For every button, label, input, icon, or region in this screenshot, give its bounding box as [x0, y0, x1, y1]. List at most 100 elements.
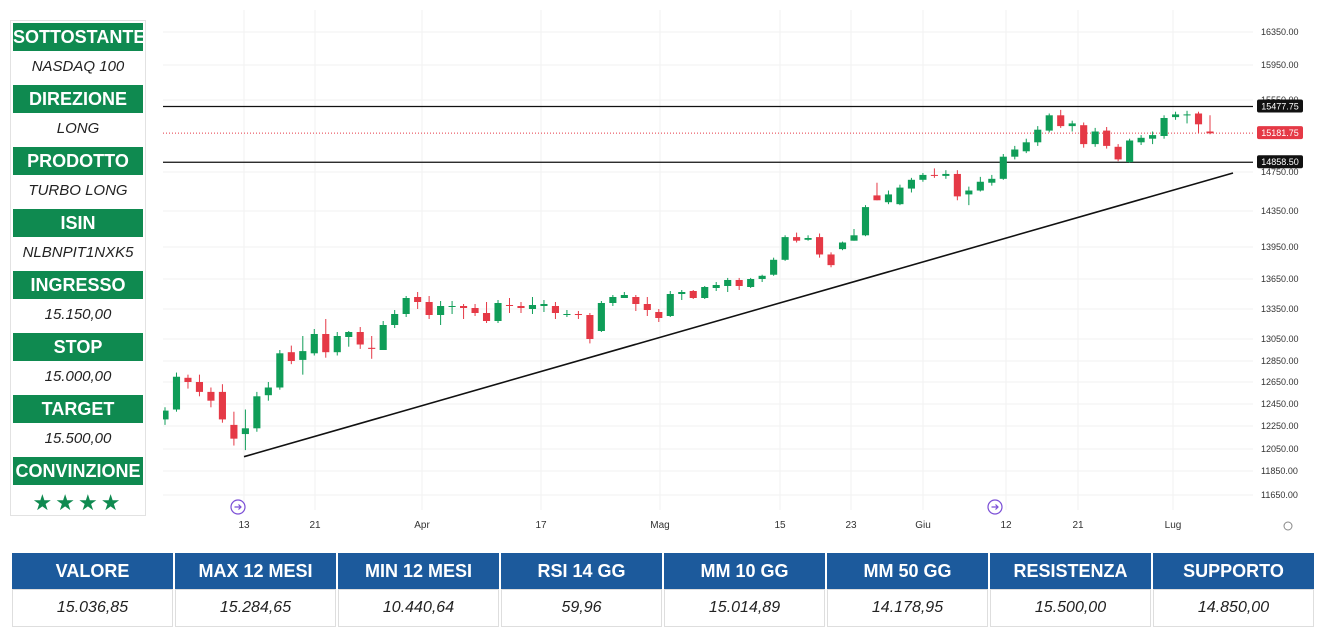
candle-body: [368, 347, 376, 349]
candle: [448, 301, 456, 314]
candle-body: [517, 306, 525, 308]
candle: [781, 235, 789, 261]
candle: [724, 277, 732, 292]
label-product: PRODOTTO: [13, 147, 143, 175]
candle: [942, 170, 950, 179]
settings-icon: [1283, 521, 1293, 531]
candle-body: [1171, 114, 1180, 118]
candle-body: [299, 351, 307, 360]
y-tick-label: 12450.00: [1261, 399, 1299, 409]
conviction-stars: ★★★★: [32, 490, 124, 515]
candle-body: [758, 275, 766, 279]
candle: [207, 387, 215, 408]
candle: [678, 290, 686, 300]
candle-body: [563, 314, 571, 315]
candle: [747, 277, 755, 288]
stats-value-resistance: 15.500,00: [990, 589, 1151, 627]
candle: [1149, 131, 1157, 145]
level-lines: [163, 105, 1253, 163]
x-tick-label: Apr: [414, 520, 430, 531]
candle: [1171, 111, 1180, 120]
label-underlying: SOTTOSTANTE: [13, 23, 145, 51]
candle: [574, 311, 582, 319]
candle-body: [264, 387, 272, 396]
stats-header-max: MAX 12 MESI: [175, 553, 336, 589]
current-price-tag-text: 15181.75: [1261, 128, 1299, 138]
candle: [471, 304, 479, 316]
candle: [1103, 127, 1111, 149]
candle: [1183, 110, 1191, 124]
candle: [322, 319, 330, 358]
candle-body: [873, 195, 881, 201]
candle: [804, 235, 812, 241]
candle: [1022, 138, 1030, 154]
candle-body: [689, 291, 697, 298]
candle-body: [1057, 115, 1065, 127]
candle-body: [724, 280, 732, 286]
candle-body: [391, 314, 399, 325]
trendline: [243, 172, 1234, 458]
x-tick-label: Mag: [650, 520, 669, 531]
stats-table: VALORE MAX 12 MESI MIN 12 MESI RSI 14 GG…: [10, 553, 1316, 627]
candle-body: [1068, 123, 1076, 127]
candle-body: [735, 280, 743, 286]
candle-body: [770, 259, 778, 275]
candle: [976, 176, 984, 192]
stats-value-support: 14.850,00: [1153, 589, 1314, 627]
candle-body: [345, 332, 353, 337]
candle: [528, 297, 537, 314]
candle-body: [1149, 135, 1157, 139]
candle: [437, 301, 445, 325]
price-tags: 15477.75 15181.75 14858.50: [1257, 99, 1303, 169]
candle-body: [551, 306, 559, 313]
candle-body: [425, 302, 433, 315]
candle-body: [528, 305, 537, 309]
candle: [770, 257, 778, 276]
candle-body: [1091, 131, 1099, 145]
candle-body: [655, 312, 663, 318]
candle-body: [505, 305, 514, 306]
candle: [1034, 126, 1042, 146]
support-price-tag-bg: [1257, 155, 1303, 169]
candle: [735, 277, 743, 290]
candle-body: [437, 306, 445, 315]
candle-body: [195, 382, 204, 392]
x-tick-label: 15: [774, 520, 786, 531]
candle: [505, 298, 514, 313]
candle-body: [379, 325, 387, 350]
candle: [299, 336, 307, 375]
candle-body: [494, 303, 502, 321]
y-tick-label: 12850.00: [1261, 356, 1299, 366]
candle: [1011, 145, 1019, 160]
candle: [276, 350, 284, 390]
stats-value-rsi: 59,96: [501, 589, 662, 627]
support-price-tag-text: 14858.50: [1261, 157, 1299, 167]
candle-body: [609, 297, 617, 303]
candle-body: [218, 391, 226, 420]
candle: [1045, 113, 1053, 133]
stats-value-row: 15.036,85 15.284,65 10.440,64 59,96 15.0…: [12, 589, 1314, 627]
y-tick-label: 13350.00: [1261, 304, 1299, 314]
candle-body: [1114, 146, 1122, 160]
candle: [368, 336, 376, 359]
event-marker-icon: [230, 499, 246, 515]
candle-body: [172, 376, 181, 410]
candle-body: [838, 242, 847, 250]
x-tick-label: 21: [309, 520, 321, 531]
candle: [930, 168, 938, 178]
candle-body: [586, 315, 594, 339]
candle: [1114, 144, 1122, 162]
candle: [460, 304, 468, 319]
candle: [689, 290, 697, 299]
candle-body: [310, 334, 318, 354]
value-isin: NLBNPIT1NXK5: [22, 244, 134, 261]
candle: [1068, 120, 1076, 132]
stats-value-mm10: 15.014,89: [664, 589, 825, 627]
candle: [1137, 135, 1145, 145]
event-marker-arrow: [991, 504, 999, 510]
candle-body: [276, 353, 284, 388]
x-tick-label: 12: [1000, 520, 1012, 531]
candle: [310, 329, 318, 356]
candle: [517, 302, 525, 313]
candle: [620, 292, 628, 298]
